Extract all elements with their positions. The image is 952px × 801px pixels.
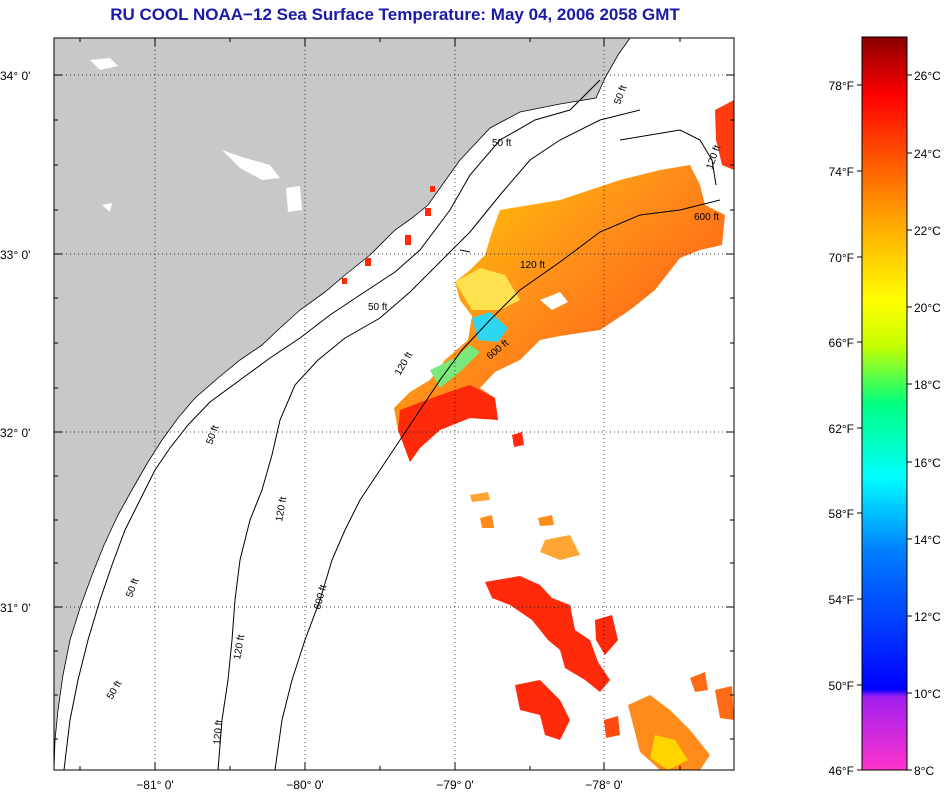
scale-label-22C: 22°C	[914, 224, 941, 238]
lon-label-81: −81° 0'	[136, 778, 173, 792]
scale-label-26C: 26°C	[914, 69, 941, 83]
scale-label-54F: 54°F	[829, 593, 854, 607]
contour-120ft	[217, 109, 641, 770]
contour-50ft	[63, 79, 601, 770]
contour-label-120ft: 120 ft	[520, 260, 545, 271]
map-frame	[53, 37, 735, 771]
sst-data-patches	[394, 100, 734, 770]
coastal-red-pixels	[342, 186, 435, 284]
color-scale-ticks	[857, 74, 912, 771]
scale-label-16C: 16°C	[914, 456, 941, 470]
scale-label-62F: 62°F	[829, 422, 854, 436]
lat-label-32: 32° 0'	[0, 426, 30, 440]
scale-label-50F: 50°F	[829, 679, 854, 693]
scale-label-46F: 46°F	[829, 764, 854, 778]
lon-label-79: −79° 0'	[436, 778, 473, 792]
lake	[222, 150, 280, 180]
frame-ticks	[54, 38, 734, 770]
scale-label-12C: 12°C	[914, 610, 941, 624]
lake	[90, 58, 118, 70]
scale-label-78F: 78°F	[829, 79, 854, 93]
map-title: RU COOL NOAA−12 Sea Surface Temperature:…	[110, 5, 680, 24]
scale-label-58F: 58°F	[829, 507, 854, 521]
lat-label-31: 31° 0'	[0, 601, 30, 615]
contour-label-120ft: 120 ft	[232, 634, 247, 661]
scale-label-10C: 10°C	[914, 687, 941, 701]
graticule	[54, 38, 734, 770]
contour-600ft	[274, 199, 721, 770]
contour-label-50ft: 50 ft	[368, 302, 388, 313]
lon-label-80: −80° 0'	[286, 778, 323, 792]
color-scale-bar	[861, 36, 908, 771]
lake	[102, 203, 112, 212]
scale-label-74F: 74°F	[829, 165, 854, 179]
scale-label-20C: 20°C	[914, 301, 941, 315]
contour-label-120ft: 120 ft	[212, 719, 225, 745]
lake	[286, 186, 302, 212]
lat-label-34: 34° 0'	[0, 69, 30, 83]
scale-label-14C: 14°C	[914, 533, 941, 547]
scale-label-24C: 24°C	[914, 147, 941, 161]
lon-label-78: −78° 0'	[585, 778, 622, 792]
bathymetry-contours	[63, 79, 721, 770]
contour-label-600ft: 600 ft	[694, 212, 719, 223]
scale-label-18C: 18°C	[914, 378, 941, 392]
contour-label-120ft: 120 ft	[274, 496, 289, 523]
scale-label-66F: 66°F	[829, 336, 854, 350]
land-mass	[54, 38, 631, 770]
scale-label-8C: 8°C	[914, 764, 934, 778]
scale-label-70F: 70°F	[829, 251, 854, 265]
lat-label-33: 33° 0'	[0, 248, 30, 262]
contour-label-50ft: 50 ft	[492, 138, 512, 149]
